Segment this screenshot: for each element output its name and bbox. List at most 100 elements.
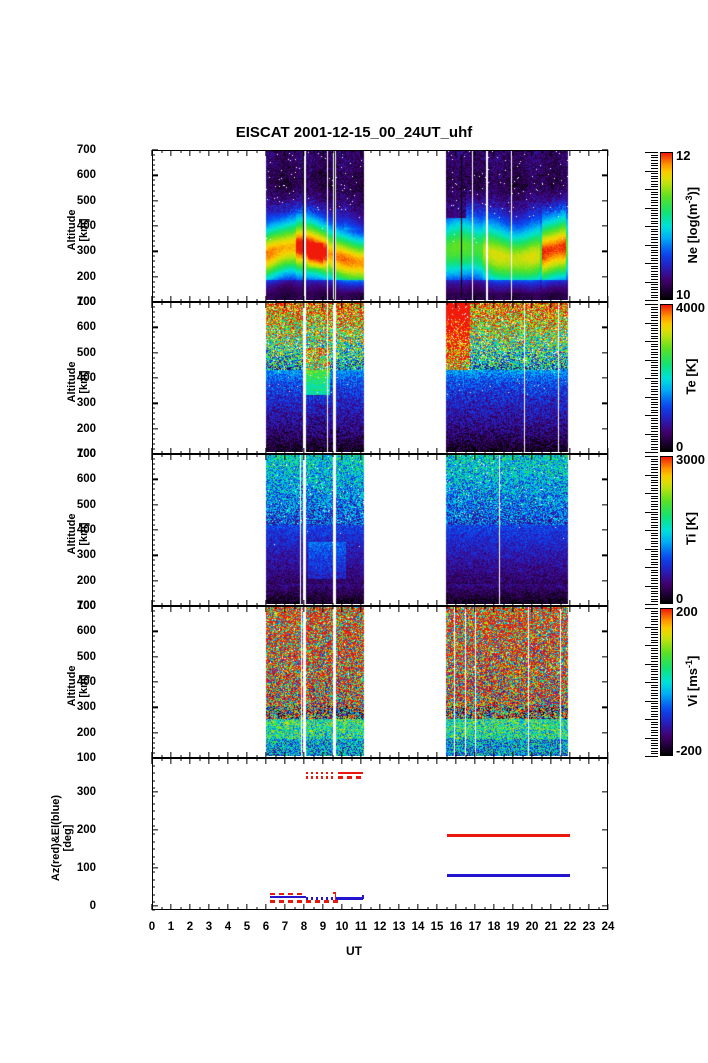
x-tick-mark	[303, 600, 305, 606]
x-tick-mark	[550, 752, 552, 758]
x-tick-mark	[417, 600, 419, 606]
x-tick-minor-top	[275, 454, 276, 458]
colorbar-tick	[645, 263, 658, 264]
heatmap-ne	[153, 151, 606, 300]
x-tick-minor	[503, 754, 504, 758]
x-tick-minor	[199, 754, 200, 758]
colorbar-tick	[651, 404, 658, 406]
x-tick-label: 2	[186, 921, 194, 933]
x-tick-label: 10	[335, 921, 349, 933]
x-tick-minor	[218, 450, 219, 454]
y-tick-minor	[152, 423, 156, 425]
y-axis-label: Altitude [km]	[66, 474, 90, 594]
x-tick-mark	[569, 600, 571, 606]
y-tick-minor	[152, 195, 156, 197]
colorbar-tick	[651, 637, 658, 639]
x-tick-minor	[465, 906, 466, 910]
y-tick-minor	[152, 894, 156, 896]
y-tick-minor	[152, 362, 156, 364]
y-tick-minor	[152, 752, 156, 754]
x-tick-minor	[598, 450, 599, 454]
x-tick-mark-top	[569, 150, 571, 156]
y-tick-mark	[152, 605, 158, 607]
y-tick-mark	[152, 250, 158, 252]
x-tick-mark-top	[550, 606, 552, 612]
x-tick-label: 15	[430, 921, 444, 933]
x-tick-minor-top	[579, 150, 580, 154]
colorbar-tick	[651, 385, 658, 387]
x-tick-mark	[189, 296, 191, 302]
x-tick-mark-top	[303, 150, 305, 156]
x-tick-mark	[265, 752, 267, 758]
y-tick-minor	[152, 833, 156, 835]
y-axis-label: Altitude [km]	[66, 322, 90, 442]
x-tick-minor-top	[560, 150, 561, 154]
y-tick-minor	[152, 220, 156, 222]
colorbar-tick	[651, 713, 658, 715]
x-tick-minor	[256, 450, 257, 454]
x-tick-minor	[465, 298, 466, 302]
y-tick-minor	[152, 635, 156, 637]
x-tick-minor-top	[332, 758, 333, 762]
x-tick-mark-top	[303, 302, 305, 308]
colorbar-tick	[651, 175, 658, 177]
x-tick-minor	[484, 450, 485, 454]
x-tick-mark	[379, 600, 381, 606]
x-tick-minor	[408, 602, 409, 606]
y-axis-label: Az(red)&El(blue) [deg]	[50, 758, 74, 918]
x-tick-minor-top	[408, 454, 409, 458]
colorbar-tick	[651, 407, 658, 409]
x-tick-mark-top	[246, 606, 248, 612]
x-tick-label: 5	[243, 921, 251, 933]
x-tick-mark	[398, 600, 400, 606]
colorbar-tick	[651, 753, 658, 755]
y-tick-mark-right	[602, 706, 608, 708]
colorbar-tick	[651, 559, 658, 561]
x-tick-minor	[560, 754, 561, 758]
colorbar-tick	[651, 420, 658, 422]
x-tick-minor	[237, 298, 238, 302]
x-tick-minor-top	[389, 758, 390, 762]
y-tick-mark-right	[602, 791, 608, 793]
heatmap-ti	[153, 455, 606, 604]
x-tick-minor-top	[598, 454, 599, 458]
x-tick-mark	[588, 752, 590, 758]
x-tick-minor	[446, 602, 447, 606]
x-tick-minor-top	[560, 302, 561, 306]
x-tick-mark-top	[569, 302, 571, 308]
x-tick-mark-top	[436, 606, 438, 612]
y-tick-label: 100	[76, 448, 96, 460]
colorbar-tick	[651, 734, 658, 736]
x-tick-mark-top	[227, 758, 229, 764]
x-tick-mark-top	[246, 302, 248, 308]
x-tick-mark	[189, 600, 191, 606]
x-tick-mark-top	[455, 302, 457, 308]
x-tick-minor-top	[199, 150, 200, 154]
x-tick-minor-top	[237, 606, 238, 610]
x-tick-mark-top	[341, 454, 343, 460]
x-tick-minor	[351, 602, 352, 606]
y-tick-minor	[152, 387, 156, 389]
y-tick-mark-right	[602, 630, 608, 632]
x-tick-label: 21	[544, 921, 558, 933]
x-tick-mark	[588, 296, 590, 302]
colorbar-tick	[651, 458, 658, 460]
x-tick-minor	[389, 298, 390, 302]
x-tick-label: 14	[411, 921, 425, 933]
y-tick-mark	[152, 276, 158, 278]
y-tick-minor	[152, 154, 156, 156]
x-tick-mark	[531, 448, 533, 454]
x-tick-minor	[161, 602, 162, 606]
y-tick-minor	[152, 671, 156, 673]
y-tick-mark-right	[602, 605, 608, 607]
colorbar-tick	[651, 508, 658, 510]
x-tick-mark-top	[170, 302, 172, 308]
y-tick-mark	[152, 149, 158, 151]
colorbar-tick	[651, 652, 658, 654]
y-tick-minor	[152, 901, 156, 903]
y-tick-label: 100	[76, 862, 96, 875]
x-tick-mark	[246, 904, 248, 910]
x-tick-minor-top	[199, 606, 200, 610]
x-tick-minor-top	[541, 606, 542, 610]
y-tick-minor	[152, 245, 156, 247]
